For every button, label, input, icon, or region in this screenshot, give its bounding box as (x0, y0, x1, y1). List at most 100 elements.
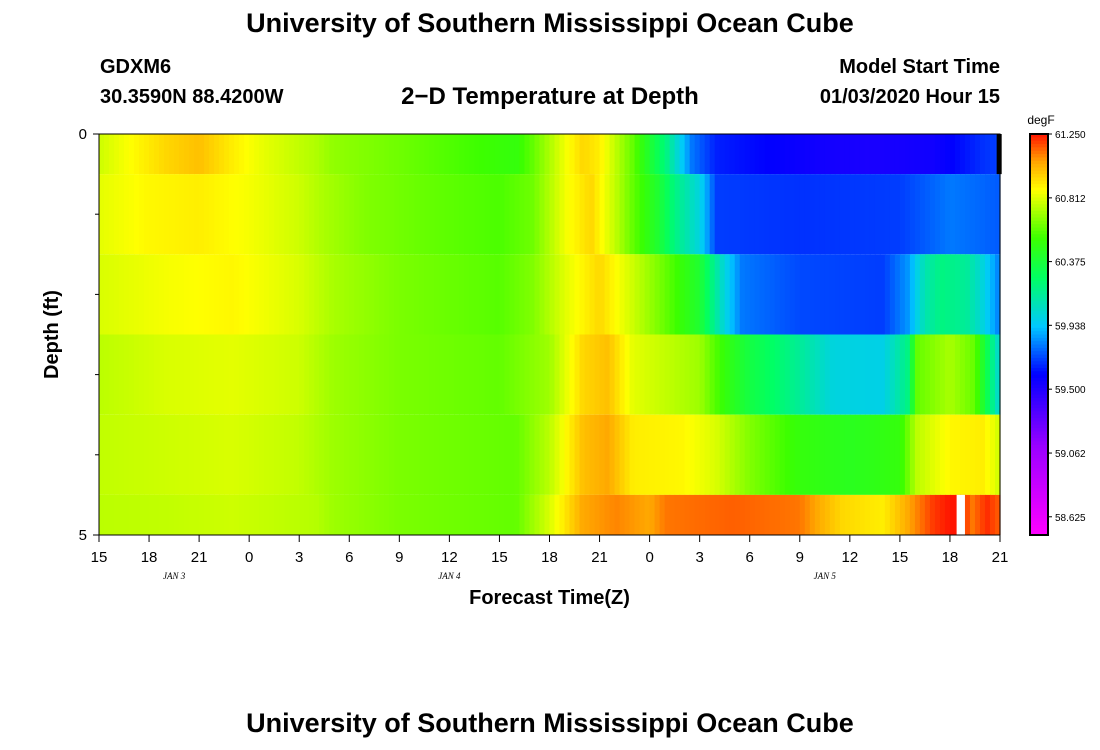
heatmap-cell (794, 174, 801, 255)
heatmap-cell (119, 334, 125, 415)
heatmap-cell (684, 254, 691, 335)
heatmap-cell (359, 494, 365, 535)
colorbar-segment (1030, 491, 1048, 496)
heatmap-cell (374, 414, 380, 495)
heatmap-cell (994, 334, 1001, 415)
heatmap-cell (574, 414, 581, 495)
heatmap-cell (849, 254, 856, 335)
heatmap-cell (889, 254, 896, 335)
heatmap-cell (979, 414, 986, 495)
heatmap-cell (349, 174, 355, 255)
heatmap-cell (724, 334, 731, 415)
heatmap-cell (179, 334, 185, 415)
heatmap-cell (739, 334, 746, 415)
heatmap-cell (349, 494, 355, 535)
heatmap-cell (554, 334, 561, 415)
heatmap-cell (134, 494, 140, 535)
heatmap-cell (144, 254, 150, 335)
station-coordinates: 30.3590N 88.4200W (100, 86, 284, 108)
heatmap-cell (239, 414, 245, 495)
heatmap-cell (644, 254, 651, 335)
masked-cell (996, 134, 1002, 175)
heatmap-cell (464, 334, 471, 415)
heatmap-cell (429, 414, 435, 495)
heatmap-cell (659, 134, 666, 175)
heatmap-cell (539, 134, 546, 175)
heatmap-cell (324, 174, 330, 255)
colorbar-segment (1030, 244, 1048, 249)
heatmap-cell (939, 134, 946, 175)
heatmap-cell (104, 334, 110, 415)
heatmap-cell (954, 174, 961, 255)
heatmap-cell (164, 494, 170, 535)
heatmap-cell (499, 174, 506, 255)
heatmap-cell (509, 334, 516, 415)
heatmap-cell (524, 334, 531, 415)
heatmap-cell (384, 414, 390, 495)
heatmap-cell (554, 494, 561, 535)
heatmap-cell (924, 334, 931, 415)
heatmap-cell (419, 174, 425, 255)
colorbar-segment (1030, 331, 1048, 336)
heatmap-cell (634, 254, 641, 335)
heatmap-cell (259, 254, 265, 335)
colorbar-tick-label: 60.812 (1055, 194, 1086, 205)
heatmap-cell (674, 334, 681, 415)
heatmap-cell (429, 134, 435, 175)
heatmap-cell (439, 414, 445, 495)
heatmap-cell (199, 494, 205, 535)
heatmap-cell (529, 174, 536, 255)
heatmap-cell (799, 334, 806, 415)
heatmap-cell (479, 174, 486, 255)
heatmap-cell (469, 414, 476, 495)
colorbar-segment (1030, 301, 1048, 306)
heatmap-cell (724, 174, 731, 255)
heatmap-cell (649, 414, 656, 495)
heatmap-cell (414, 494, 420, 535)
heatmap-cell (274, 334, 280, 415)
heatmap-cell (799, 414, 806, 495)
heatmap-cell (834, 334, 841, 415)
heatmap-cell (589, 254, 596, 335)
heatmap-cell (624, 334, 631, 415)
heatmap-cell (219, 254, 225, 335)
heatmap-cell (534, 494, 541, 535)
heatmap-cell (129, 254, 135, 335)
heatmap-cell (579, 254, 586, 335)
heatmap-cell (319, 414, 325, 495)
heatmap-cell (704, 334, 711, 415)
heatmap-cell (379, 134, 385, 175)
heatmap-cell (534, 134, 541, 175)
heatmap-cell (694, 174, 701, 255)
heatmap-cell (404, 174, 410, 255)
heatmap-cell (104, 414, 110, 495)
heatmap-cell (209, 334, 215, 415)
heatmap-cell (754, 254, 761, 335)
heatmap-cell (589, 174, 596, 255)
heatmap-cell (439, 334, 445, 415)
heatmap-cell (784, 414, 791, 495)
heatmap-cell (359, 334, 365, 415)
heatmap-cell (254, 334, 260, 415)
heatmap-cell (179, 174, 185, 255)
heatmap-cell (804, 134, 811, 175)
heatmap-cell (664, 174, 671, 255)
heatmap-cell (254, 174, 260, 255)
heatmap-cell (594, 334, 601, 415)
heatmap-cell (454, 254, 460, 335)
x-tick-label: 6 (746, 549, 754, 566)
heatmap-cell (989, 174, 996, 255)
colorbar-segment (1030, 297, 1048, 302)
heatmap-cell (529, 334, 536, 415)
colorbar-segment (1030, 494, 1048, 499)
heatmap-cell (944, 254, 951, 335)
heatmap-cell (914, 254, 921, 335)
heatmap-cells (99, 134, 1002, 535)
heatmap-cell (904, 494, 911, 535)
heatmap-cell (119, 494, 125, 535)
heatmap-cell (199, 334, 205, 415)
heatmap-cell (864, 254, 871, 335)
colorbar-segment (1030, 397, 1048, 402)
colorbar-segment (1030, 164, 1048, 169)
heatmap-cell (169, 494, 175, 535)
